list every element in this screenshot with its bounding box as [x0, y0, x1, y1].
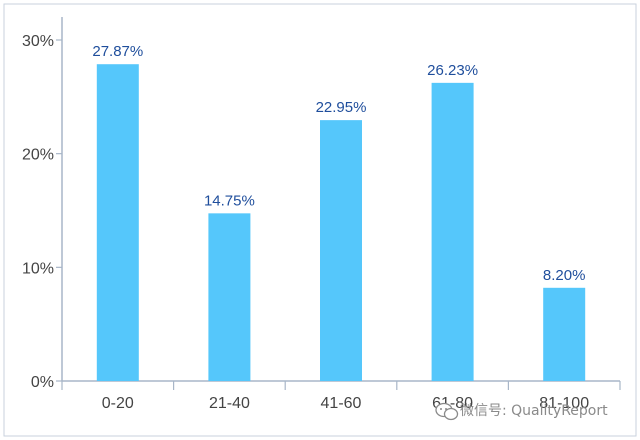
bar-21-40: [208, 213, 251, 381]
x-tick-label: 21-40: [209, 395, 250, 412]
data-label: 26.23%: [427, 62, 478, 79]
y-tick-label: 0%: [31, 374, 54, 391]
data-labels: 27.87% 14.75% 22.95% 26.23% 8.20%: [92, 43, 585, 284]
data-label: 8.20%: [543, 267, 586, 284]
bar-81-100: [543, 287, 586, 381]
bar-61-80: [431, 82, 474, 382]
watermark-text: 微信号: QualityReport: [460, 403, 608, 419]
wechat-icon: [435, 402, 459, 421]
x-tick-label: 0-20: [102, 395, 134, 412]
watermark: 微信号: QualityReport: [435, 402, 608, 421]
x-tick-label: 41-60: [321, 395, 362, 412]
bar-41-60: [320, 120, 362, 381]
y-tick-label: 30%: [22, 33, 54, 50]
y-tick-labels: 0% 10% 20% 30%: [22, 33, 54, 391]
data-label: 14.75%: [204, 192, 255, 209]
x-tick-label: 81-100: [539, 395, 589, 412]
bars: [96, 64, 586, 382]
y-tick-label: 20%: [22, 147, 54, 164]
data-label: 22.95%: [316, 99, 367, 116]
bar-0-20: [96, 64, 139, 381]
y-tick-label: 10%: [22, 260, 54, 277]
data-label: 27.87%: [92, 43, 143, 60]
